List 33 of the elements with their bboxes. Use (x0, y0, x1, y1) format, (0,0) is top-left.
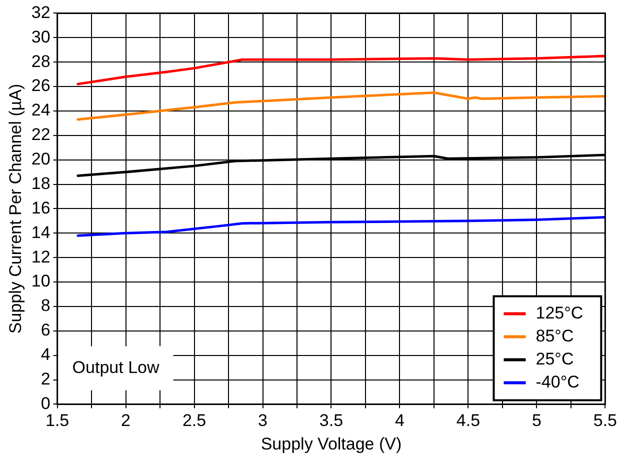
x-tick-label: 1.5 (45, 411, 70, 430)
y-tick-label: 8 (40, 296, 50, 316)
y-tick-label: 14 (31, 222, 50, 242)
y-tick-label: 26 (31, 76, 50, 96)
y-tick-label: 30 (31, 27, 50, 46)
y-tick-label: 4 (40, 345, 50, 364)
y-tick-label: 20 (31, 150, 50, 169)
y-tick-label: 12 (31, 247, 50, 266)
y-tick-label: 28 (31, 52, 50, 71)
y-tick-label: 24 (31, 100, 50, 120)
x-tick-label: 4 (394, 411, 404, 430)
x-axis-title: Supply Voltage (V) (260, 434, 402, 454)
y-tick-label: 10 (31, 272, 50, 291)
y-tick-label: 16 (31, 198, 50, 218)
legend-label: -40°C (536, 372, 580, 392)
y-tick-label: 2 (40, 369, 50, 388)
y-axis-title: Supply Current Per Channel (µA) (6, 84, 25, 334)
y-tick-label: 22 (31, 125, 50, 144)
x-tick-label: 3.5 (319, 411, 344, 430)
x-tick-label: 2 (121, 411, 131, 430)
y-tick-label: 18 (31, 174, 50, 193)
x-tick-label: 4.5 (456, 411, 480, 430)
annotation: Output Low (72, 358, 160, 377)
x-tick-label: 2.5 (182, 411, 206, 430)
legend-label: 25°C (536, 349, 574, 368)
x-tick-label: 3 (258, 411, 268, 430)
y-tick-label: 0 (40, 394, 50, 413)
y-tick-label: 32 (31, 2, 50, 22)
y-tick-label: 6 (40, 320, 50, 340)
x-tick-label: 5 (532, 411, 542, 430)
legend-label: 85°C (536, 326, 574, 346)
legend-label: 125°C (536, 303, 584, 322)
x-tick-label: 5.5 (593, 411, 618, 430)
